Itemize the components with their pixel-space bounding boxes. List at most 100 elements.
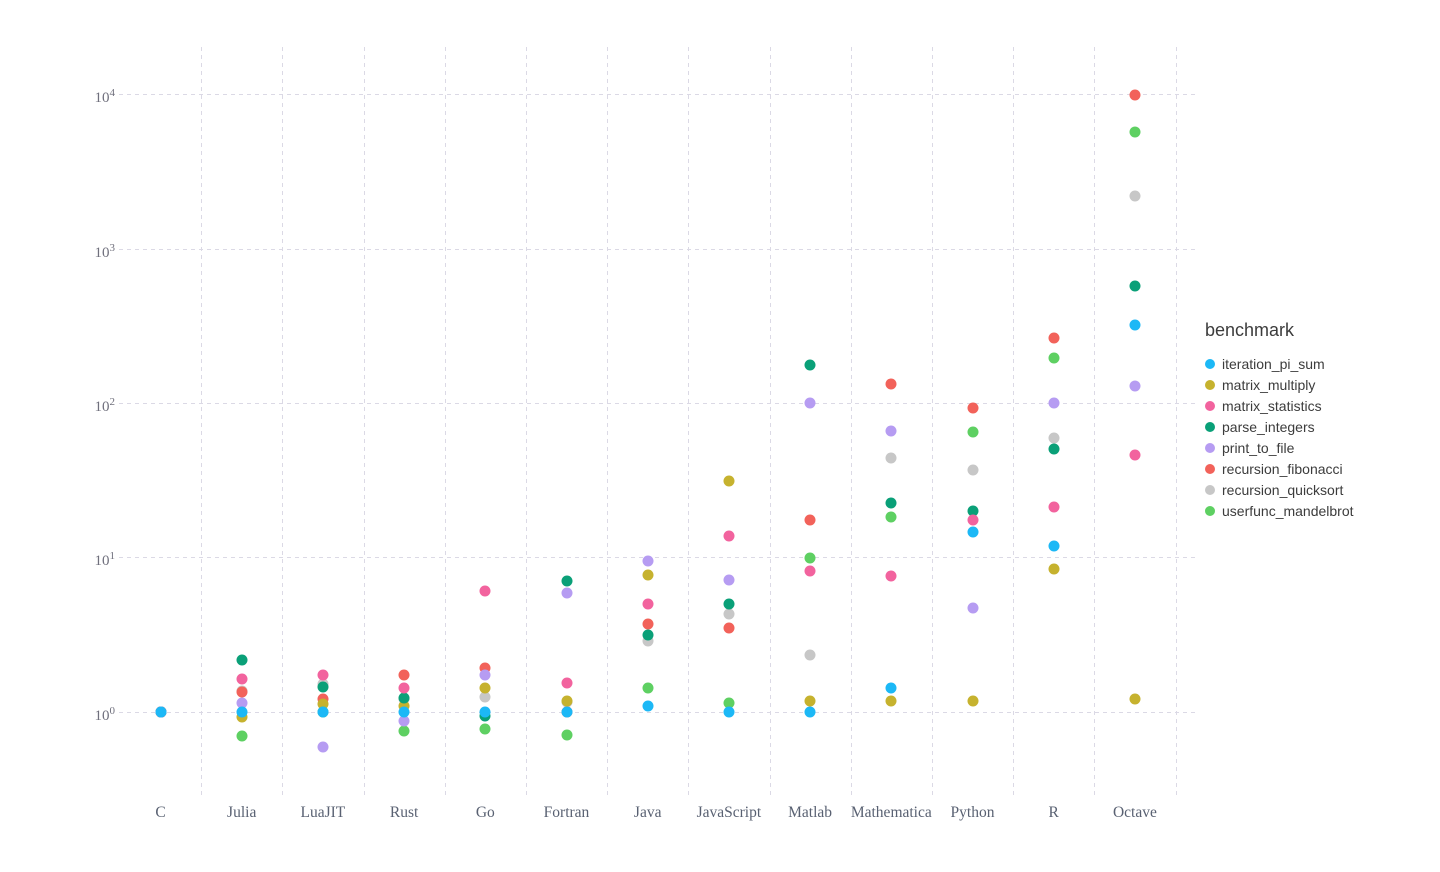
data-point-matrix_statistics[interactable] (236, 673, 248, 685)
data-point-matrix_multiply[interactable] (317, 698, 329, 710)
data-point-recursion_quicksort[interactable] (967, 464, 978, 476)
data-point-matrix_statistics[interactable] (1048, 501, 1060, 513)
data-point-userfunc_mandelbrot[interactable] (885, 511, 897, 523)
data-point-matrix_multiply[interactable] (1129, 693, 1141, 705)
legend-item-matrix_multiply[interactable]: matrix_multiply (1205, 374, 1354, 395)
data-point-recursion_quicksort[interactable] (1129, 190, 1141, 202)
data-point-parse_integers[interactable] (561, 575, 572, 587)
legend-label: iteration_pi_sum (1222, 355, 1325, 372)
legend-item-parse_integers[interactable]: parse_integers (1205, 416, 1354, 437)
data-point-matrix_statistics[interactable] (1129, 449, 1141, 461)
data-point-iteration_pi_sum[interactable] (561, 706, 572, 717)
data-point-print_to_file[interactable] (723, 574, 735, 586)
data-point-matrix_multiply[interactable] (967, 695, 978, 707)
data-point-parse_integers[interactable] (723, 598, 735, 610)
data-point-recursion_quicksort[interactable] (723, 608, 735, 620)
data-point-matrix_multiply[interactable] (1048, 563, 1060, 575)
x-gridline (1013, 47, 1015, 799)
data-point-parse_integers[interactable] (642, 629, 654, 641)
legend-item-print_to_file[interactable]: print_to_file (1205, 437, 1354, 458)
data-point-userfunc_mandelbrot[interactable] (967, 426, 978, 438)
data-point-parse_integers[interactable] (1048, 443, 1060, 455)
data-point-iteration_pi_sum[interactable] (723, 706, 735, 717)
data-point-recursion_fibonacci[interactable] (479, 662, 491, 674)
data-point-parse_integers[interactable] (967, 505, 978, 517)
data-point-recursion_quicksort[interactable] (479, 691, 491, 703)
legend-item-recursion_quicksort[interactable]: recursion_quicksort (1205, 480, 1354, 501)
data-point-matrix_multiply[interactable] (398, 700, 410, 712)
data-point-recursion_fibonacci[interactable] (723, 622, 735, 634)
data-point-userfunc_mandelbrot[interactable] (236, 730, 248, 742)
data-point-parse_integers[interactable] (398, 692, 410, 704)
data-point-iteration_pi_sum[interactable] (479, 706, 491, 717)
data-point-recursion_fibonacci[interactable] (398, 669, 410, 681)
data-point-matrix_statistics[interactable] (561, 677, 572, 689)
data-point-iteration_pi_sum[interactable] (236, 706, 248, 717)
data-point-iteration_pi_sum[interactable] (967, 526, 978, 538)
data-point-iteration_pi_sum[interactable] (642, 700, 654, 712)
data-point-iteration_pi_sum[interactable] (804, 706, 816, 717)
data-point-recursion_fibonacci[interactable] (1048, 332, 1060, 344)
data-point-parse_integers[interactable] (236, 654, 248, 666)
data-point-recursion_quicksort[interactable] (804, 649, 816, 661)
data-point-userfunc_mandelbrot[interactable] (1129, 126, 1141, 138)
data-point-recursion_quicksort[interactable] (642, 635, 654, 647)
data-point-recursion_quicksort[interactable] (1048, 432, 1060, 444)
data-point-userfunc_mandelbrot[interactable] (479, 723, 491, 735)
data-point-recursion_fibonacci[interactable] (967, 402, 978, 414)
legend-item-iteration_pi_sum[interactable]: iteration_pi_sum (1205, 353, 1354, 374)
data-point-userfunc_mandelbrot[interactable] (398, 725, 410, 737)
data-point-matrix_multiply[interactable] (723, 475, 735, 487)
data-point-userfunc_mandelbrot[interactable] (1048, 352, 1060, 364)
data-point-iteration_pi_sum[interactable] (317, 706, 329, 717)
data-point-matrix_statistics[interactable] (885, 570, 897, 582)
data-point-print_to_file[interactable] (236, 697, 248, 709)
legend-items: iteration_pi_sum matrix_multiply matrix_st… (1205, 353, 1354, 522)
data-point-userfunc_mandelbrot[interactable] (642, 682, 654, 694)
data-point-print_to_file[interactable] (642, 555, 654, 567)
data-point-recursion_fibonacci[interactable] (642, 618, 654, 630)
data-point-parse_integers[interactable] (885, 497, 897, 509)
data-point-print_to_file[interactable] (317, 741, 329, 753)
data-point-matrix_multiply[interactable] (561, 695, 572, 707)
data-point-parse_integers[interactable] (317, 681, 329, 693)
data-point-recursion_fibonacci[interactable] (885, 378, 897, 390)
data-point-print_to_file[interactable] (885, 425, 897, 437)
data-point-iteration_pi_sum[interactable] (155, 706, 166, 717)
data-point-matrix_multiply[interactable] (479, 682, 491, 694)
data-point-matrix_statistics[interactable] (479, 585, 491, 597)
data-point-iteration_pi_sum[interactable] (1048, 540, 1060, 552)
data-point-recursion_fibonacci[interactable] (1129, 89, 1141, 101)
data-point-matrix_multiply[interactable] (236, 711, 248, 723)
data-point-print_to_file[interactable] (804, 397, 816, 409)
data-point-parse_integers[interactable] (804, 359, 816, 371)
data-point-print_to_file[interactable] (967, 602, 978, 614)
data-point-iteration_pi_sum[interactable] (1129, 319, 1141, 331)
data-point-parse_integers[interactable] (1129, 280, 1141, 292)
data-point-iteration_pi_sum[interactable] (398, 706, 410, 717)
data-point-print_to_file[interactable] (398, 715, 410, 727)
data-point-userfunc_mandelbrot[interactable] (723, 697, 735, 709)
data-point-matrix_statistics[interactable] (723, 530, 735, 542)
data-point-matrix_multiply[interactable] (642, 569, 654, 581)
legend-item-matrix_statistics[interactable]: matrix_statistics (1205, 395, 1354, 416)
data-point-matrix_statistics[interactable] (398, 682, 410, 694)
data-point-matrix_statistics[interactable] (967, 514, 978, 526)
data-point-matrix_statistics[interactable] (804, 565, 816, 577)
data-point-recursion_fibonacci[interactable] (236, 686, 248, 698)
data-point-recursion_quicksort[interactable] (885, 452, 897, 464)
data-point-iteration_pi_sum[interactable] (885, 682, 897, 694)
data-point-print_to_file[interactable] (561, 587, 572, 599)
data-point-userfunc_mandelbrot[interactable] (561, 729, 572, 741)
data-point-userfunc_mandelbrot[interactable] (804, 552, 816, 564)
data-point-matrix_multiply[interactable] (804, 695, 816, 707)
data-point-matrix_statistics[interactable] (642, 598, 654, 610)
data-point-print_to_file[interactable] (479, 669, 491, 681)
data-point-recursion_fibonacci[interactable] (804, 514, 816, 526)
legend-item-userfunc_mandelbrot[interactable]: userfunc_mandelbrot (1205, 501, 1354, 522)
data-point-print_to_file[interactable] (1048, 397, 1060, 409)
data-point-print_to_file[interactable] (1129, 380, 1141, 392)
legend-item-recursion_fibonacci[interactable]: recursion_fibonacci (1205, 458, 1354, 479)
data-point-matrix_multiply[interactable] (885, 695, 897, 707)
data-point-matrix_statistics[interactable] (317, 669, 329, 681)
